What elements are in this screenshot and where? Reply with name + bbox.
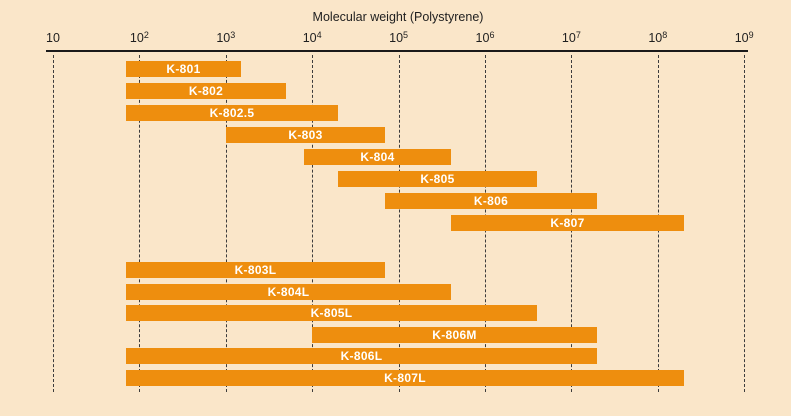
axis-tick-label-10e8: 108 <box>648 30 668 46</box>
bar-k-804l: K-804L <box>126 284 451 300</box>
bar-k-806m: K-806M <box>312 327 597 343</box>
bar-k-805: K-805 <box>338 171 537 187</box>
bar-k-807l: K-807L <box>126 370 684 386</box>
bar-k-802-5: K-802.5 <box>126 105 338 121</box>
gridline-10e5 <box>398 55 400 392</box>
gridline-10e2 <box>139 55 141 392</box>
axis-tick-label-10e5: 105 <box>389 30 409 46</box>
chart-title: Molecular weight (Polystyrene) <box>312 10 484 24</box>
axis-tick-label-10e9: 109 <box>734 30 754 46</box>
gridline-10e4 <box>312 55 314 392</box>
bar-label: K-807L <box>384 371 426 385</box>
bar-label: K-803L <box>234 263 277 277</box>
bar-label: K-806L <box>340 349 383 363</box>
axis-tick-label-10e3: 103 <box>216 30 236 46</box>
axis-tick-label-10e6: 106 <box>475 30 495 46</box>
bar-label: K-803 <box>288 128 323 142</box>
axis-tick-label-10e1: 10 <box>46 31 60 45</box>
bar-label: K-804 <box>360 150 395 164</box>
bar-label: K-801 <box>166 62 201 76</box>
bar-k-804: K-804 <box>304 149 451 165</box>
gridline-10e9 <box>744 55 746 392</box>
x-axis-line <box>46 50 748 52</box>
bar-label: K-805L <box>310 306 353 320</box>
bar-label: K-807 <box>550 216 585 230</box>
bar-label: K-802.5 <box>209 106 255 120</box>
bar-k-803: K-803 <box>226 127 385 143</box>
bar-k-803l: K-803L <box>126 262 385 278</box>
bar-label: K-806 <box>473 194 509 208</box>
bar-k-801: K-801 <box>126 61 241 77</box>
bar-label: K-805 <box>420 172 455 186</box>
bar-label: K-806M <box>432 328 477 342</box>
gridline-10e3 <box>225 55 227 392</box>
bar-label: K-804L <box>267 285 310 299</box>
bar-k-806l: K-806L <box>126 348 597 364</box>
axis-tick-label-10e4: 104 <box>302 30 322 46</box>
axis-tick-label-10e7: 107 <box>561 30 581 46</box>
gridline-10e1 <box>53 55 54 392</box>
bar-k-805l: K-805L <box>126 305 537 321</box>
bar-label: K-802 <box>188 84 224 98</box>
bar-k-802: K-802 <box>126 83 286 99</box>
bar-k-807: K-807 <box>451 215 684 231</box>
bar-k-806: K-806 <box>385 193 597 209</box>
axis-tick-label-10e2: 102 <box>129 30 149 46</box>
